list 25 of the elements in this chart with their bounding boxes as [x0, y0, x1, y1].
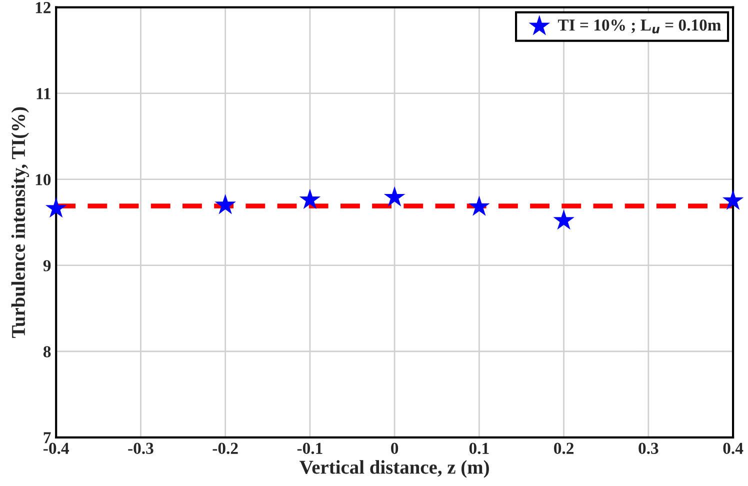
point: [214, 194, 236, 214]
y-tick-label: 11: [36, 88, 50, 100]
x-tick-label: -0.3: [128, 442, 154, 454]
point: [299, 188, 321, 210]
x-tick-label: 0.4: [723, 442, 744, 454]
y-tick-label: 12: [36, 2, 51, 14]
x-tick-label: -0.2: [212, 442, 238, 454]
y-tick-label: 8: [43, 346, 51, 358]
x-tick-label: 0: [391, 442, 398, 454]
y-tick-label: 10: [36, 174, 51, 186]
x-tick-label: -0.4: [44, 442, 69, 454]
x-axis-title: Vertical distance, z (m): [300, 460, 489, 478]
x-tick-label: 0.2: [554, 442, 574, 454]
y-axis-title: Turbulence intensity, TI(%): [11, 107, 30, 338]
y-tick-label: 9: [43, 260, 51, 272]
y-tick-label: 7: [44, 432, 51, 444]
x-tick-label: -0.1: [297, 442, 322, 454]
point: [722, 190, 744, 210]
x-tick-label: 0.1: [469, 442, 489, 454]
point: [45, 197, 67, 218]
point: [553, 209, 574, 230]
legend-label: TI = 10% ; L$_{u}$ = 0.10m: [558, 19, 721, 34]
point: [384, 186, 406, 206]
x-tick-label: 0.3: [638, 442, 658, 454]
point: [468, 196, 490, 216]
